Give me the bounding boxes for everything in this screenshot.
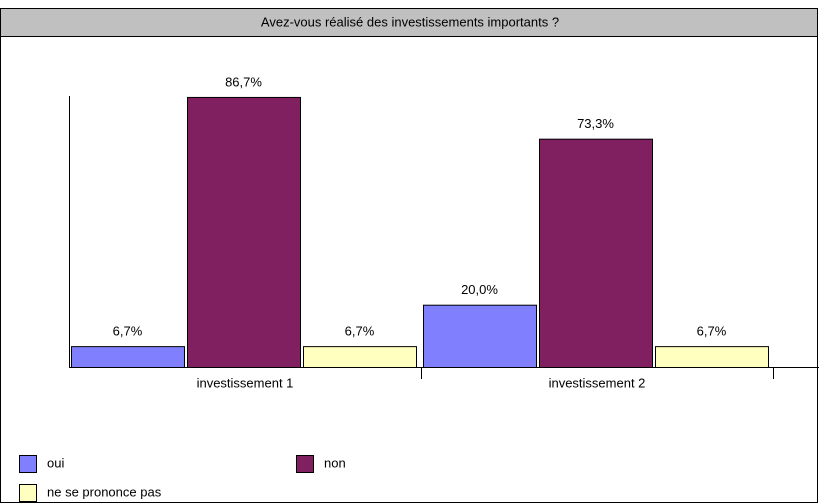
legend-label: ne se prononce pas bbox=[47, 484, 162, 499]
frame bbox=[0, 8, 818, 503]
value-label: 86,7% bbox=[225, 74, 262, 89]
bar bbox=[655, 346, 769, 368]
title-bar bbox=[0, 8, 818, 37]
legend-label: oui bbox=[47, 455, 64, 470]
value-label: 6,7% bbox=[697, 324, 727, 339]
chart-title: Avez-vous réalisé des investissements im… bbox=[261, 14, 559, 29]
x-tick-label: investissement 2 bbox=[549, 375, 646, 390]
legend-label: non bbox=[324, 455, 346, 470]
bar bbox=[71, 346, 185, 368]
bar bbox=[423, 304, 537, 368]
legend-swatch bbox=[296, 455, 314, 473]
value-label: 20,0% bbox=[461, 282, 498, 297]
bar bbox=[303, 346, 417, 368]
value-label: 73,3% bbox=[577, 116, 614, 131]
legend-swatch bbox=[19, 455, 37, 473]
value-label: 6,7% bbox=[345, 324, 375, 339]
x-tick-label: investissement 1 bbox=[197, 375, 294, 390]
value-label: 6,7% bbox=[113, 324, 143, 339]
legend-swatch bbox=[19, 484, 37, 502]
bar bbox=[539, 138, 653, 368]
bar bbox=[187, 96, 301, 369]
